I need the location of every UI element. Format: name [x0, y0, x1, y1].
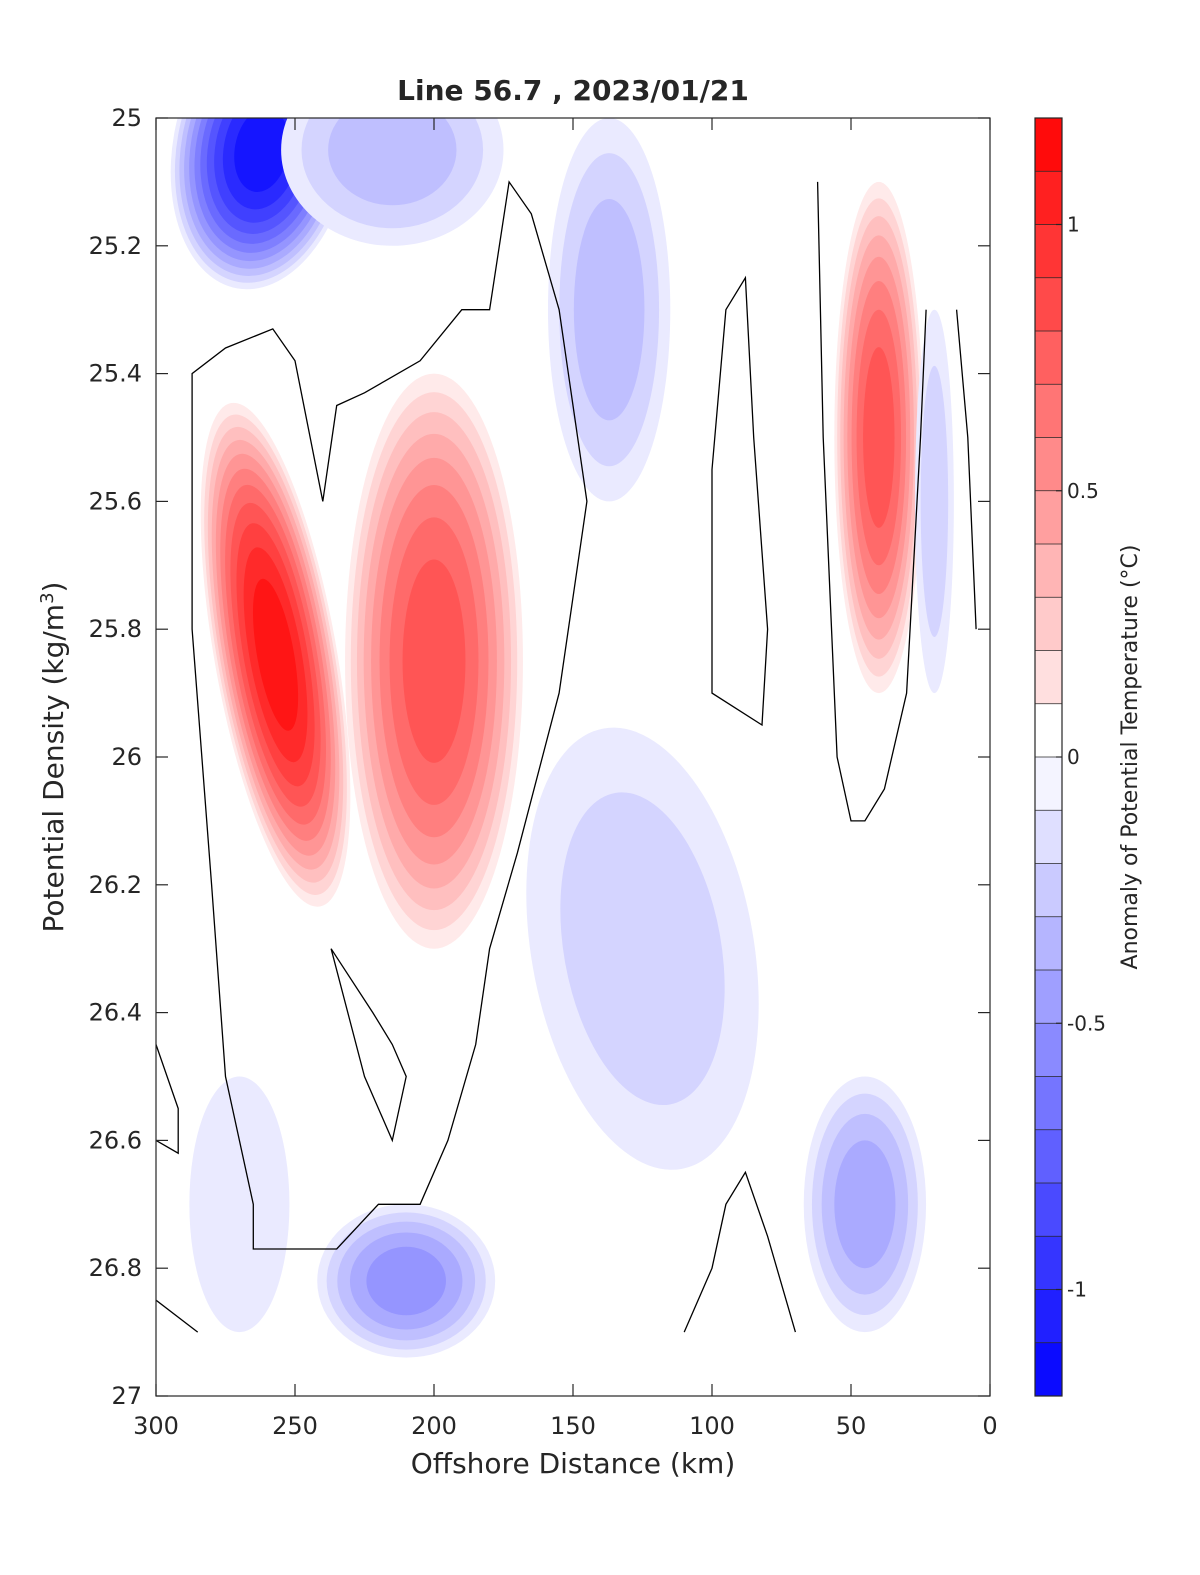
- anomaly-region: [526, 727, 759, 1170]
- anomaly-region: [281, 118, 504, 246]
- x-tick-label: 50: [836, 1412, 867, 1440]
- colorbar-band: [1035, 277, 1062, 332]
- zero-contour-line: [191, 180, 588, 1250]
- zero-contour-line: [330, 948, 407, 1143]
- y-tick-label: 26.2: [89, 871, 142, 899]
- anomaly-band: [402, 559, 466, 763]
- x-tick-label: 100: [689, 1412, 735, 1440]
- colorbar-tick-label: 0: [1067, 745, 1080, 769]
- anomaly-band: [863, 347, 895, 528]
- colorbar-tick-label: -1: [1067, 1278, 1087, 1302]
- colorbar-band: [1035, 437, 1062, 492]
- anomaly-region: [200, 402, 351, 907]
- anomaly-band: [234, 118, 290, 192]
- anomaly-region: [170, 118, 353, 290]
- colorbar-band: [1035, 544, 1062, 598]
- colorbar-band: [1035, 331, 1062, 385]
- y-tick-label: 27: [111, 1382, 142, 1410]
- x-tick-label: 0: [982, 1412, 997, 1440]
- y-tick-label: 26.4: [89, 999, 142, 1027]
- anomaly-region: [803, 1076, 927, 1333]
- y-tick-label: 25.8: [89, 615, 142, 643]
- y-tick-label: 25.2: [89, 232, 142, 260]
- anomaly-band: [573, 199, 645, 421]
- colorbar-tick-label: 0.5: [1067, 479, 1099, 503]
- anomaly-region: [345, 373, 523, 949]
- x-axis-label: Offshore Distance (km): [411, 1447, 736, 1480]
- zero-contour-line: [816, 181, 927, 822]
- colorbar-band: [1035, 224, 1062, 279]
- zero-contour-line: [955, 309, 977, 630]
- y-tick-label: 25.4: [89, 360, 142, 388]
- x-tick-label: 200: [411, 1412, 457, 1440]
- zero-contour-line: [683, 1170, 797, 1333]
- colorbar-band: [1035, 916, 1062, 971]
- colorbar-band: [1035, 118, 1062, 172]
- colorbar-band: [1035, 171, 1062, 225]
- anomaly-region: [834, 181, 924, 694]
- colorbar-band: [1035, 1236, 1062, 1290]
- colorbar-band: [1035, 490, 1062, 545]
- chart-title: Line 56.7 , 2023/01/21: [397, 74, 749, 107]
- zero-contour-layer: [156, 180, 977, 1333]
- y-tick-label: 25.6: [89, 487, 142, 515]
- colorbar-band: [1035, 1183, 1062, 1237]
- y-tick-label: 25: [111, 104, 142, 132]
- anomaly-fill-layer: [170, 118, 954, 1358]
- x-tick-label: 250: [272, 1412, 318, 1440]
- colorbar-band: [1035, 703, 1062, 758]
- colorbar-band: [1035, 1129, 1062, 1184]
- colorbar-band: [1035, 1342, 1062, 1397]
- y-axis-label-main: Potential Density (kg/m: [37, 604, 70, 933]
- anomaly-region: [547, 118, 671, 502]
- colorbar-band: [1035, 863, 1062, 918]
- anomaly-band: [252, 578, 299, 731]
- anomaly-band: [920, 365, 949, 637]
- anomaly-band: [189, 1076, 290, 1333]
- zero-contour-line: [156, 1299, 199, 1333]
- y-tick-label: 26.6: [89, 1126, 142, 1154]
- y-tick-label: 26: [111, 743, 142, 771]
- x-axis-ticks: 300 250 200 150 100 50 0: [133, 118, 998, 1440]
- x-tick-label: 300: [133, 1412, 179, 1440]
- anomaly-band: [366, 1246, 446, 1316]
- colorbar-band: [1035, 1289, 1062, 1344]
- anomaly-band: [834, 1140, 896, 1269]
- anomaly-region: [914, 309, 954, 694]
- zero-contour-line: [711, 275, 769, 727]
- colorbar-tick-label: 1: [1067, 213, 1080, 237]
- colorbar-band: [1035, 810, 1062, 864]
- colorbar-band: [1035, 384, 1062, 438]
- zero-contour-line: [156, 1044, 179, 1155]
- anomaly-band: [328, 118, 457, 206]
- colorbar-band: [1035, 1023, 1062, 1077]
- colorbar-band: [1035, 1076, 1062, 1131]
- colorbar: 1 0.5 0 -0.5 -1: [1034, 117, 1106, 1397]
- y-tick-label: 26.8: [89, 1254, 142, 1282]
- colorbar-band: [1035, 757, 1062, 811]
- x-tick-label: 150: [550, 1412, 596, 1440]
- anomaly-region: [189, 1076, 290, 1333]
- anomaly-region: [317, 1204, 496, 1358]
- y-axis-label-sup: 3: [37, 592, 58, 603]
- colorbar-label: Anomaly of Potential Temperature (°C): [1118, 545, 1143, 970]
- y-axis-label: Potential Density (kg/m3): [37, 582, 71, 933]
- y-axis-label-close: ): [37, 582, 70, 593]
- colorbar-band: [1035, 970, 1062, 1024]
- anomaly-band: [560, 792, 725, 1106]
- colorbar-tick-label: -0.5: [1067, 1011, 1106, 1035]
- y-axis-ticks: 25 25.2 25.4 25.6 25.8 26 26.2 26.4 26.6 26.8 27: [89, 104, 990, 1410]
- colorbar-band: [1035, 650, 1062, 705]
- colorbar-band: [1035, 597, 1062, 651]
